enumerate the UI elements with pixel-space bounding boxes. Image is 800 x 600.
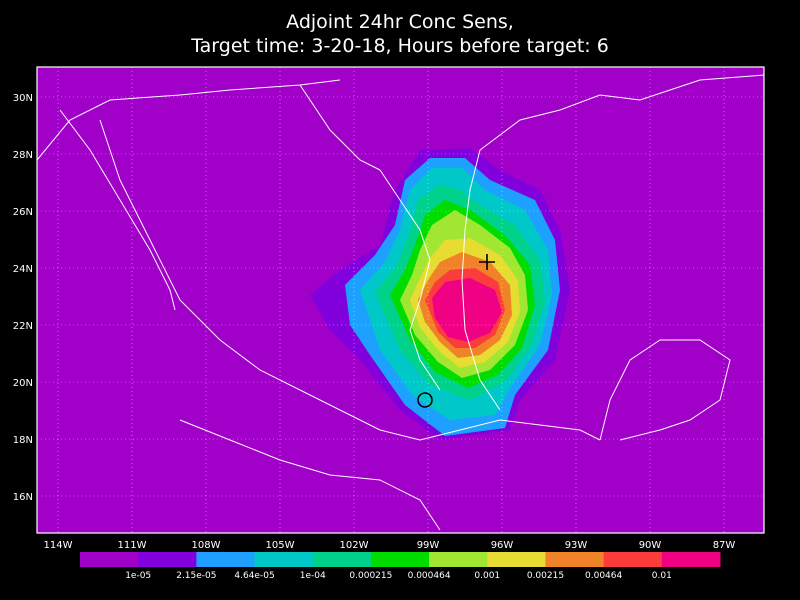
colorbar-swatch <box>312 552 372 567</box>
colorbar-swatch <box>487 552 546 567</box>
axis-labels: 30N 28N 26N 24N 22N 20N 18N 16N 114W 111W 108W 105W… <box>13 93 736 551</box>
coastlines <box>36 74 765 531</box>
colorbar-label: 4.64e-05 <box>234 571 274 581</box>
colorbar-label: 1e-05 <box>125 571 151 581</box>
lon-label: 102W <box>340 540 369 551</box>
lon-label: 96W <box>491 540 514 551</box>
colorbar-label: 1e-04 <box>300 571 326 581</box>
lat-label: 16N <box>13 492 33 503</box>
colorbar-swatch <box>254 552 314 567</box>
colorbar-swatch <box>429 552 488 567</box>
colorbar-swatch <box>196 552 256 567</box>
target-marker <box>479 254 495 270</box>
lat-label: 24N <box>13 264 33 275</box>
map-frame <box>36 66 765 534</box>
colorbar-swatch <box>545 552 605 567</box>
colorbar-label: 0.000464 <box>408 571 451 581</box>
colorbar-swatch <box>80 552 139 567</box>
colorbar-swatch <box>370 552 430 567</box>
colorbar-label: 0.000215 <box>349 571 392 581</box>
lat-label: 28N <box>13 150 33 161</box>
lat-label: 22N <box>13 321 33 332</box>
title-line: Target time: 3-20-18, Hours before targe… <box>190 35 609 57</box>
lon-label: 99W <box>417 540 440 551</box>
lat-label: 18N <box>13 435 33 446</box>
lon-label: 87W <box>713 540 736 551</box>
colorbar-label: 0.00464 <box>585 571 622 581</box>
colorbar-label: 0.001 <box>474 571 500 581</box>
lat-label: 26N <box>13 207 33 218</box>
lon-label: 111W <box>118 540 147 551</box>
title-line: Adjoint 24hr Conc Sens, <box>286 11 514 33</box>
lon-label: 114W <box>44 540 73 551</box>
colorbar-label: 0.01 <box>652 571 672 581</box>
colorbar-label: 2.15e-05 <box>176 571 216 581</box>
colorbar-swatch <box>661 552 721 567</box>
colorbar-swatch <box>138 552 197 567</box>
source-marker <box>417 392 433 408</box>
markers <box>417 254 495 408</box>
grid <box>37 67 764 533</box>
lon-label: 105W <box>266 540 295 551</box>
lon-label: 90W <box>639 540 662 551</box>
lat-label: 20N <box>13 378 33 389</box>
colorbar-swatch <box>603 552 663 567</box>
lon-label: 93W <box>565 540 588 551</box>
lon-label: 108W <box>192 540 221 551</box>
lat-label: 30N <box>13 93 33 104</box>
colorbar: 1e-05 2.15e-05 4.64e-05 1e-04 0.000215 0.0004… <box>80 552 721 581</box>
colorbar-label: 0.00215 <box>527 571 564 581</box>
